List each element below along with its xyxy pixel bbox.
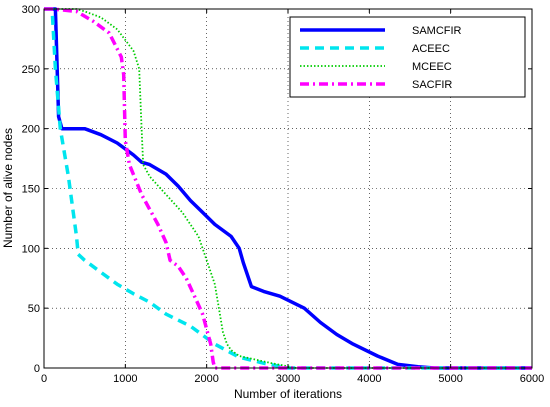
axis-ticks: 0 1000 2000 3000 4000 5000 6000 0 50 100 150 200 250… [22, 4, 545, 385]
y-tick-label: 300 [22, 4, 40, 16]
x-tick-label: 4000 [357, 373, 381, 385]
legend-label-samcfir: SAMCFIR [412, 25, 462, 37]
series-line-samcfir [44, 7, 532, 370]
legend-label-sacfir: SACFIR [412, 79, 452, 91]
x-tick-label: 1000 [113, 373, 137, 385]
series-line-sacfir [44, 7, 532, 370]
y-tick-label: 150 [22, 184, 40, 196]
y-tick-label: 100 [22, 243, 40, 255]
x-tick-label: 6000 [520, 373, 544, 385]
legend: SAMCFIR ACEEC MCEEC SACFIR [289, 16, 526, 98]
legend-label-aceec: ACEEC [412, 43, 450, 55]
x-axis-label: Number of iterations [234, 387, 342, 401]
legend-label-mceec: MCEEC [412, 61, 452, 73]
grid [44, 9, 532, 368]
x-tick-label: 0 [41, 373, 47, 385]
x-tick-label: 5000 [438, 373, 462, 385]
y-tick-label: 50 [28, 303, 40, 315]
y-axis-label: Number of alive nodes [1, 128, 15, 248]
y-tick-label: 200 [22, 124, 40, 136]
series-lines [44, 7, 532, 370]
y-tick-label: 250 [22, 64, 40, 76]
y-tick-label: 0 [34, 363, 40, 375]
x-tick-label: 2000 [194, 373, 218, 385]
x-tick-label: 3000 [276, 373, 300, 385]
series-line-aceec [44, 7, 532, 370]
